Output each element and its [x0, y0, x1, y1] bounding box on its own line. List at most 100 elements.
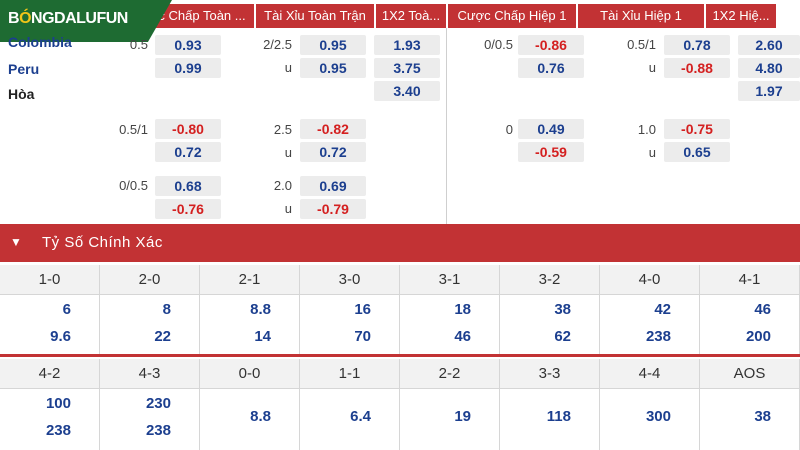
score-cell[interactable]: 4-4 300 — [600, 359, 700, 450]
score-cell[interactable]: 3-1 18 46 — [400, 265, 500, 354]
ft-over-odds[interactable]: 0.69 — [300, 176, 366, 196]
ft-over-odds[interactable]: 0.95 — [300, 35, 366, 55]
score-odds[interactable]: 46 — [754, 301, 771, 318]
ft-1x2-away[interactable]: 3.75 — [374, 58, 440, 78]
score-cell[interactable]: 4-1 46 200 — [700, 265, 800, 354]
ft-hcap-home-odds[interactable]: 0.68 — [155, 176, 221, 196]
score-cell[interactable]: 4-2 100 238 — [0, 359, 100, 450]
ft-hcap-away-odds[interactable]: 0.99 — [155, 58, 221, 78]
score-odds[interactable]: 16 — [354, 301, 371, 318]
score-odds[interactable]: 300 — [645, 408, 671, 425]
col-header-ft-over-under[interactable]: Tài Xỉu Toàn Trận — [256, 4, 374, 28]
col-header-h1-over-under[interactable]: Tài Xỉu Hiệp 1 — [578, 4, 704, 28]
score-label: 4-4 — [600, 359, 699, 389]
score-cell[interactable]: 3-3 118 — [500, 359, 600, 450]
ft-under-odds[interactable]: 0.95 — [300, 58, 366, 78]
score-odds[interactable]: 238 — [145, 422, 171, 439]
score-odds[interactable]: 100 — [45, 395, 71, 412]
h1-over-odds[interactable]: 0.78 — [664, 35, 730, 55]
score-cell[interactable]: 1-0 6 9.6 — [0, 265, 100, 354]
correct-score-header[interactable]: ▼ Tỷ Số Chính Xác — [0, 224, 800, 262]
score-label: 4-1 — [700, 265, 799, 295]
h1-hcap-home-odds[interactable]: -0.86 — [518, 35, 584, 55]
correct-score-row: 1-0 6 9.6 2-0 8 22 2-1 8.8 14 3-0 16 70 3-1 18 46 3-2 38… — [0, 265, 800, 354]
score-odds[interactable]: 70 — [354, 328, 371, 345]
ft-ou-line: 2.5 — [273, 122, 292, 137]
h1-under-odds[interactable]: 0.65 — [664, 142, 730, 162]
ft-under-marker: u — [284, 201, 292, 216]
score-cell[interactable]: 2-0 8 22 — [100, 265, 200, 354]
score-cell[interactable]: 3-2 38 62 — [500, 265, 600, 354]
h1-over-odds[interactable]: -0.75 — [664, 119, 730, 139]
score-label: 0-0 — [200, 359, 299, 389]
ft-hcap-line: 0.5 — [129, 37, 148, 52]
h1-1x2-away[interactable]: 4.80 — [738, 58, 800, 78]
score-odds[interactable]: 46 — [454, 328, 471, 345]
col-header-ft-1x2[interactable]: 1X2 Toà... — [376, 4, 446, 28]
score-odds[interactable]: 38 — [754, 408, 771, 425]
score-label: 3-2 — [500, 265, 599, 295]
score-cell[interactable]: 4-0 42 238 — [600, 265, 700, 354]
score-odds[interactable]: 230 — [145, 395, 171, 412]
team-away: Peru — [8, 61, 40, 77]
score-odds[interactable]: 8.8 — [250, 301, 271, 318]
ft-1x2-draw[interactable]: 3.40 — [374, 81, 440, 101]
team-draw: Hòa — [8, 86, 35, 102]
score-cell[interactable]: 2-1 8.8 14 — [200, 265, 300, 354]
row-divider — [0, 354, 800, 357]
score-odds[interactable]: 118 — [546, 408, 571, 425]
score-odds[interactable]: 22 — [154, 328, 171, 345]
ft-hcap-away-odds[interactable]: 0.72 — [155, 142, 221, 162]
h1-under-odds[interactable]: -0.88 — [664, 58, 730, 78]
score-odds[interactable]: 238 — [645, 328, 671, 345]
score-label: 4-3 — [100, 359, 199, 389]
ft-hcap-line: 0/0.5 — [119, 178, 148, 193]
score-cell[interactable]: 4-3 230 238 — [100, 359, 200, 450]
score-cell[interactable]: 1-1 6.4 — [300, 359, 400, 450]
score-odds[interactable]: 62 — [554, 328, 571, 345]
score-label: 3-1 — [400, 265, 499, 295]
score-cell[interactable]: 2-2 19 — [400, 359, 500, 450]
score-odds[interactable]: 19 — [454, 408, 471, 425]
score-label: 1-1 — [300, 359, 399, 389]
score-odds[interactable]: 42 — [654, 301, 671, 318]
score-odds[interactable]: 14 — [254, 328, 271, 345]
h1-ou-line: 1.0 — [637, 122, 656, 137]
h1-under-marker: u — [648, 60, 656, 75]
score-odds[interactable]: 8.8 — [250, 408, 271, 425]
score-label: 4-0 — [600, 265, 699, 295]
h1-hcap-away-odds[interactable]: -0.59 — [518, 142, 584, 162]
brand-logo-text: BÓNGDALUFUN — [8, 10, 128, 27]
ft-1x2-home[interactable]: 1.93 — [374, 35, 440, 55]
score-odds[interactable]: 8 — [162, 301, 171, 318]
ft-hcap-line: 0.5/1 — [119, 122, 148, 137]
score-odds[interactable]: 38 — [554, 301, 571, 318]
h1-1x2-home[interactable]: 2.60 — [738, 35, 800, 55]
score-odds[interactable]: 200 — [745, 328, 771, 345]
column-divider — [446, 28, 447, 224]
score-odds[interactable]: 238 — [45, 422, 71, 439]
score-odds[interactable]: 6 — [62, 301, 71, 318]
col-header-h1-handicap[interactable]: Cược Chấp Hiệp 1 — [448, 4, 576, 28]
ft-hcap-home-odds[interactable]: -0.80 — [155, 119, 221, 139]
h1-hcap-home-odds[interactable]: 0.49 — [518, 119, 584, 139]
ft-ou-line: 2/2.5 — [263, 37, 292, 52]
score-cell[interactable]: 0-0 8.8 — [200, 359, 300, 450]
ft-under-odds[interactable]: -0.79 — [300, 199, 366, 219]
col-header-h1-1x2[interactable]: 1X2 Hiệ... — [706, 4, 776, 28]
score-odds[interactable]: 9.6 — [50, 328, 71, 345]
ft-over-odds[interactable]: -0.82 — [300, 119, 366, 139]
ft-under-odds[interactable]: 0.72 — [300, 142, 366, 162]
score-odds[interactable]: 6.4 — [350, 408, 371, 425]
h1-hcap-away-odds[interactable]: 0.76 — [518, 58, 584, 78]
score-cell[interactable]: 3-0 16 70 — [300, 265, 400, 354]
ft-hcap-away-odds[interactable]: -0.76 — [155, 199, 221, 219]
brand-logo[interactable]: BÓNGDALUFUN — [0, 0, 172, 42]
h1-hcap-line: 0 — [505, 122, 513, 137]
score-odds[interactable]: 18 — [454, 301, 471, 318]
score-cell[interactable]: AOS 38 — [700, 359, 800, 450]
col-header-ft-handicap[interactable]: c Chấp Toàn ... — [150, 4, 254, 28]
chevron-down-icon[interactable]: ▼ — [10, 235, 22, 249]
h1-1x2-draw[interactable]: 1.97 — [738, 81, 800, 101]
ft-hcap-home-odds[interactable]: 0.93 — [155, 35, 221, 55]
